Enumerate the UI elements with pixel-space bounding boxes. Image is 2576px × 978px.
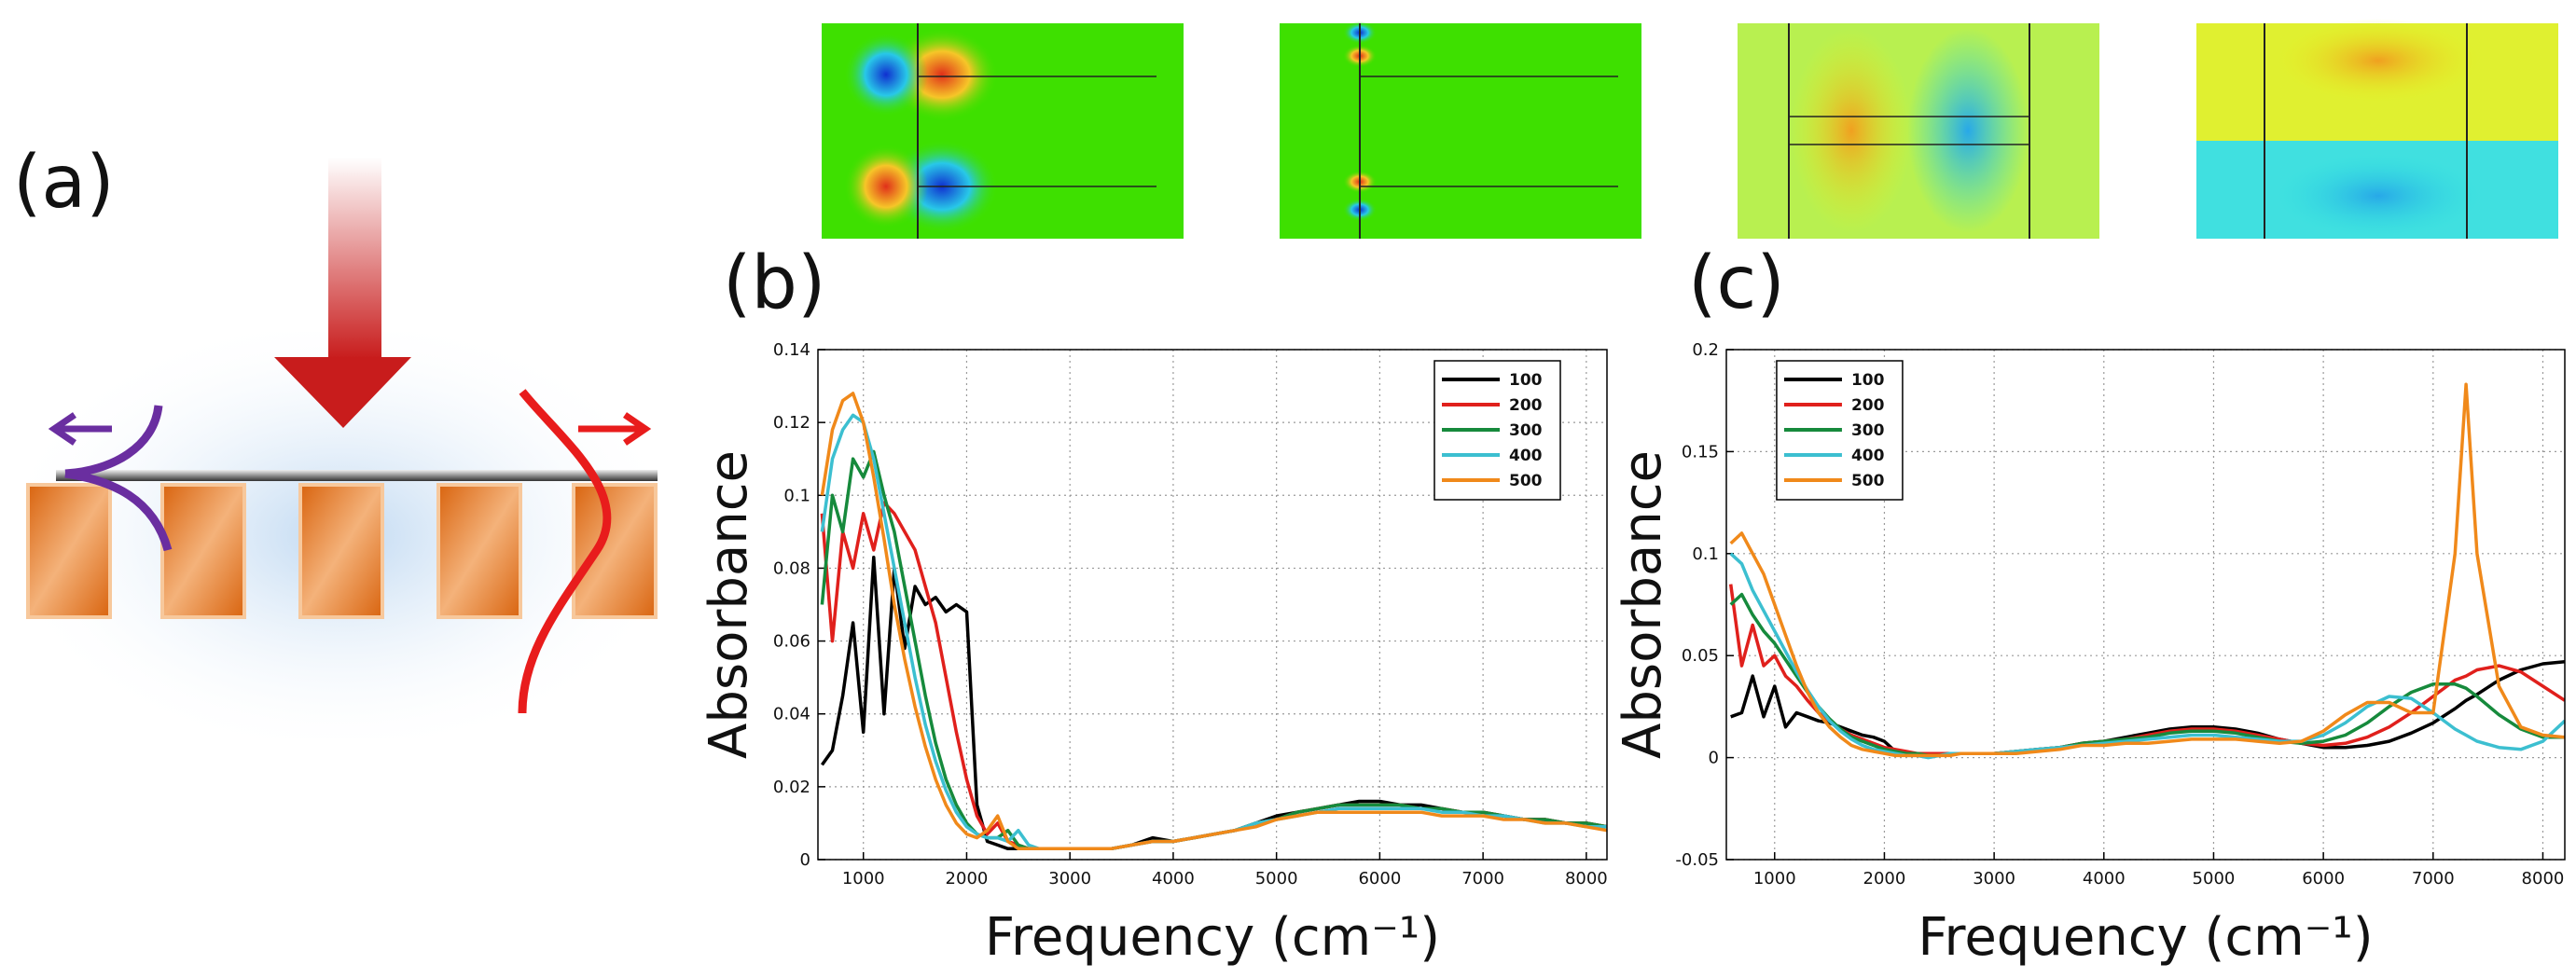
series-line xyxy=(1729,382,2565,758)
field-map xyxy=(1280,21,1641,239)
y-tick-label: 0.08 xyxy=(773,558,810,578)
legend-label: 100 xyxy=(1509,371,1543,390)
y-tick-label: -0.05 xyxy=(1675,850,1719,870)
x-tick-label: 8000 xyxy=(1565,869,1608,888)
y-tick-label: 0.05 xyxy=(1682,646,1719,666)
panel-label: (c) xyxy=(1688,241,1785,325)
x-tick-label: 4000 xyxy=(1152,869,1195,888)
y-tick-label: 0.02 xyxy=(773,778,810,797)
y-tick-label: 0 xyxy=(1709,749,1719,768)
series-line xyxy=(820,501,1607,851)
plot-frame xyxy=(817,349,1608,861)
series-line xyxy=(1729,552,2565,760)
x-tick-label: 2000 xyxy=(946,869,989,888)
x-tick-label: 5000 xyxy=(1255,869,1298,888)
field-map xyxy=(1738,23,2099,239)
legend-label: 300 xyxy=(1851,421,1885,440)
y-tick-label: 0.2 xyxy=(1692,340,1719,360)
field-maps xyxy=(822,19,2558,239)
y-tick-label: 0.04 xyxy=(773,705,810,724)
y-axis-label: Absorbance xyxy=(699,450,759,759)
blocks xyxy=(26,483,658,619)
y-axis-label: Absorbance xyxy=(1613,450,1673,759)
x-tick-label: 1000 xyxy=(842,869,885,888)
x-tick-label: 8000 xyxy=(2522,869,2565,888)
x-tick-label: 7000 xyxy=(1461,869,1504,888)
x-tick-label: 2000 xyxy=(1863,869,1906,888)
arrow-shaft xyxy=(328,158,381,359)
field-map xyxy=(822,23,1184,239)
panel-label: (a) xyxy=(13,141,115,225)
x-tick-label: 3000 xyxy=(1048,869,1091,888)
series-line xyxy=(820,392,1607,851)
schematic xyxy=(25,158,658,738)
x-tick-label: 1000 xyxy=(1753,869,1796,888)
field-map xyxy=(2196,19,2558,239)
x-tick-label: 3000 xyxy=(1973,869,2015,888)
legend-label: 300 xyxy=(1509,421,1543,440)
y-tick-label: 0.15 xyxy=(1682,442,1719,461)
legend-label: 500 xyxy=(1851,472,1885,490)
x-axis-label: Frequency (cm⁻¹) xyxy=(985,907,1440,968)
panel-label: (b) xyxy=(723,241,825,325)
y-tick-label: 0.12 xyxy=(773,413,810,433)
y-tick-label: 0.1 xyxy=(1692,544,1719,564)
legend-label: 200 xyxy=(1851,396,1885,415)
red-arrow xyxy=(578,412,652,446)
wire xyxy=(56,470,658,481)
red-wave xyxy=(518,389,612,714)
x-tick-label: 7000 xyxy=(2412,869,2455,888)
legend-label: 200 xyxy=(1509,396,1543,415)
legend-label: 500 xyxy=(1509,472,1543,490)
x-tick-label: 4000 xyxy=(2083,869,2126,888)
y-tick-label: 0.14 xyxy=(773,340,810,360)
y-tick-label: 0.06 xyxy=(773,632,810,652)
y-tick-label: 0.1 xyxy=(783,486,810,505)
x-tick-label: 6000 xyxy=(1358,869,1401,888)
arrow-head xyxy=(274,357,411,428)
legend-label: 100 xyxy=(1851,371,1885,390)
plot-frame xyxy=(1725,349,2566,861)
x-tick-label: 6000 xyxy=(2302,869,2345,888)
legend-label: 400 xyxy=(1509,447,1543,465)
purple-arrow xyxy=(48,412,112,446)
y-tick-label: 0 xyxy=(800,850,810,870)
series-line xyxy=(820,555,1607,851)
purple-wave xyxy=(64,405,173,552)
x-tick-label: 5000 xyxy=(2193,869,2236,888)
x-axis-label: Frequency (cm⁻¹) xyxy=(1918,907,2373,968)
legend-label: 400 xyxy=(1851,447,1885,465)
